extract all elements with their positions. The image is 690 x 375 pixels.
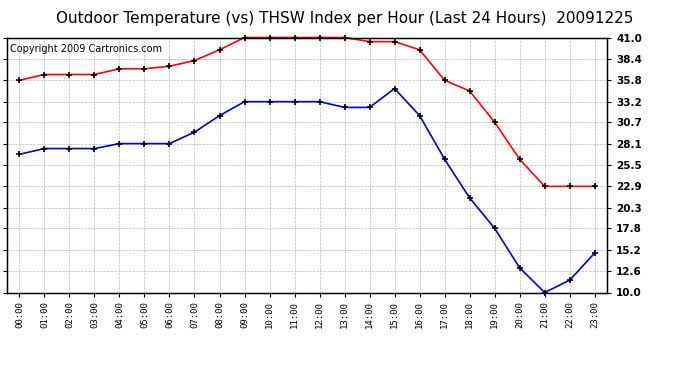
Text: Copyright 2009 Cartronics.com: Copyright 2009 Cartronics.com <box>10 44 162 54</box>
Text: Outdoor Temperature (vs) THSW Index per Hour (Last 24 Hours)  20091225: Outdoor Temperature (vs) THSW Index per … <box>57 11 633 26</box>
